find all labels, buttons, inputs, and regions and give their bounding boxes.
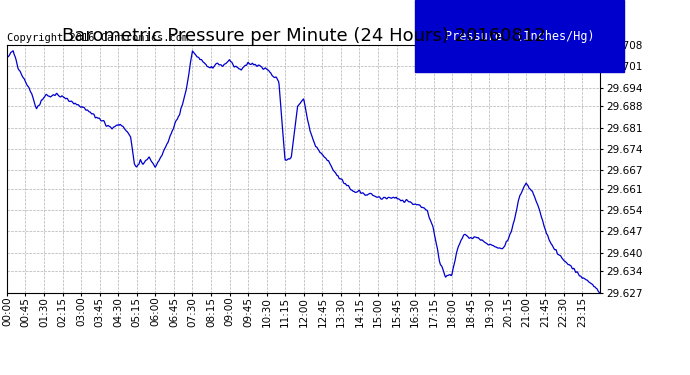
Title: Barometric Pressure per Minute (24 Hours) 20160812: Barometric Pressure per Minute (24 Hours… (62, 27, 545, 45)
Text: Copyright 2016 Cartronics.com: Copyright 2016 Cartronics.com (7, 33, 188, 42)
Text: Pressure  (Inches/Hg): Pressure (Inches/Hg) (445, 30, 594, 42)
